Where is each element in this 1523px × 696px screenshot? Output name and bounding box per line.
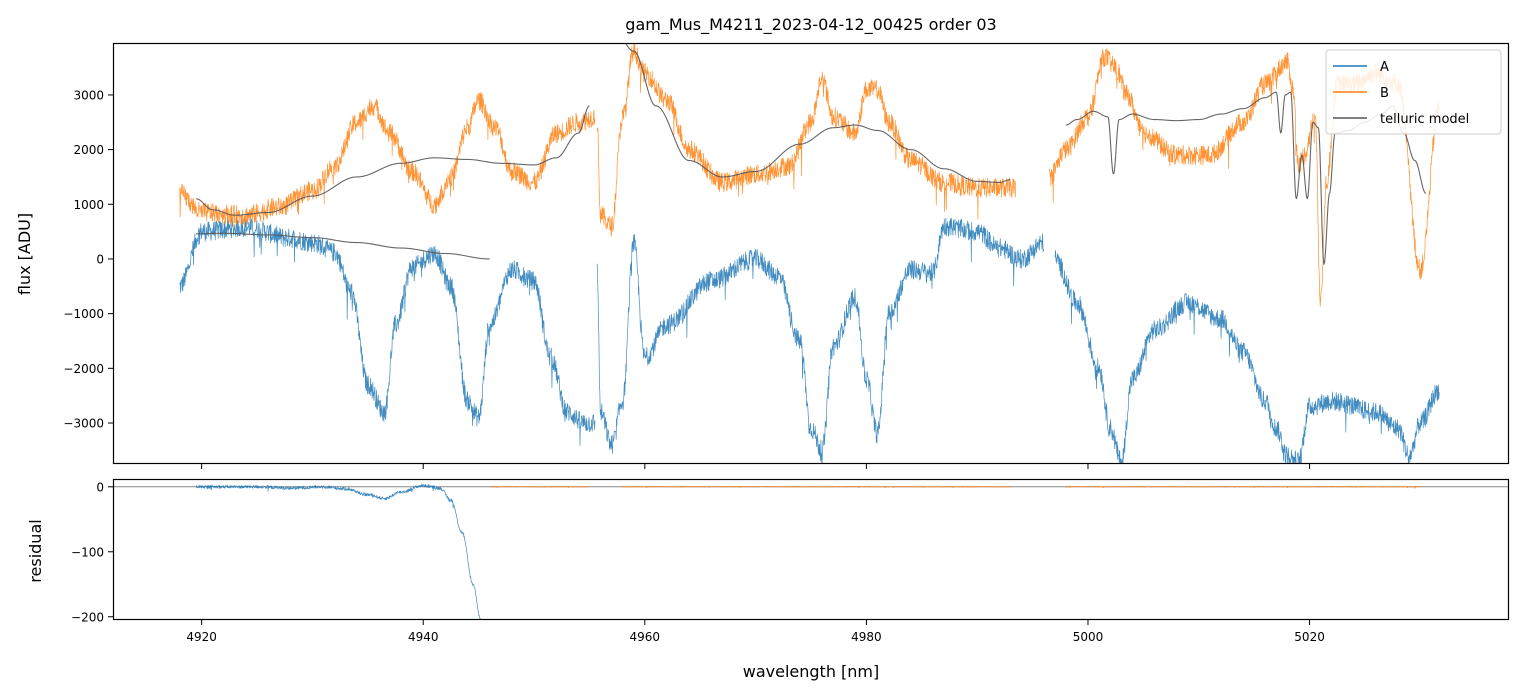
x-axis-label: wavelength [nm] — [743, 662, 880, 681]
top-series-a-segment-3 — [1054, 250, 1440, 464]
legend-label-b: B — [1380, 86, 1389, 101]
top-series-telluric-model-segment-3 — [624, 43, 1011, 183]
top-series-telluric-model-segment-1 — [196, 232, 490, 260]
legend-label-telluric: telluric model — [1380, 112, 1469, 127]
x-tick-label: 4980 — [851, 630, 882, 644]
top-series-a-segment-1 — [179, 217, 596, 446]
residual-series-b-segment-3 — [1065, 486, 1421, 489]
top-ytick-label: −3000 — [63, 416, 104, 430]
top-y-axis-label: flux [ADU] — [15, 213, 34, 295]
top-series-telluric-model-segment-2 — [196, 105, 590, 216]
top-panel: −3000 −2000 −1000 0 1000 2000 3000 flux [ADU] — [15, 42, 1510, 469]
top-axes-frame — [112, 42, 1510, 465]
chart-title: gam_Mus_M4211_2023-04-12_00425 order 03 — [625, 15, 996, 35]
x-tick-label: 4960 — [630, 630, 661, 644]
residual-series-b-segment-1 — [489, 486, 590, 489]
x-tick-label: 5020 — [1294, 630, 1325, 644]
bottom-axes-frame — [112, 478, 1510, 621]
top-ytick-label: 3000 — [73, 88, 104, 102]
top-ytick-label: −1000 — [63, 307, 104, 321]
x-tick-label: 4940 — [408, 630, 439, 644]
bottom-y-axis-label: residual — [26, 519, 45, 582]
x-tick-label: 5000 — [1073, 630, 1104, 644]
top-ytick-label: 2000 — [73, 143, 104, 157]
residual-ytick-label: −200 — [71, 610, 104, 624]
top-series-b-segment-2 — [596, 43, 1017, 237]
bottom-panel: −200 −100 0 4920 4940 4960 4980 5000 5020 resid… — [26, 478, 1510, 681]
residual-ytick-label: −100 — [71, 545, 104, 559]
top-ytick-label: 1000 — [73, 198, 104, 212]
top-ytick-label: 0 — [96, 252, 104, 266]
residual-series-b-segment-2 — [622, 486, 1011, 489]
legend-label-a: A — [1380, 60, 1389, 75]
residual-series-a-segment-1 — [195, 483, 482, 620]
top-series-b-segment-1 — [179, 91, 596, 229]
top-series-a-segment-2 — [596, 217, 1044, 464]
x-tick-label: 4920 — [186, 630, 217, 644]
residual-ytick-label: 0 — [96, 480, 104, 494]
legend: A B telluric model — [1325, 49, 1502, 135]
top-ytick-label: −2000 — [63, 362, 104, 376]
